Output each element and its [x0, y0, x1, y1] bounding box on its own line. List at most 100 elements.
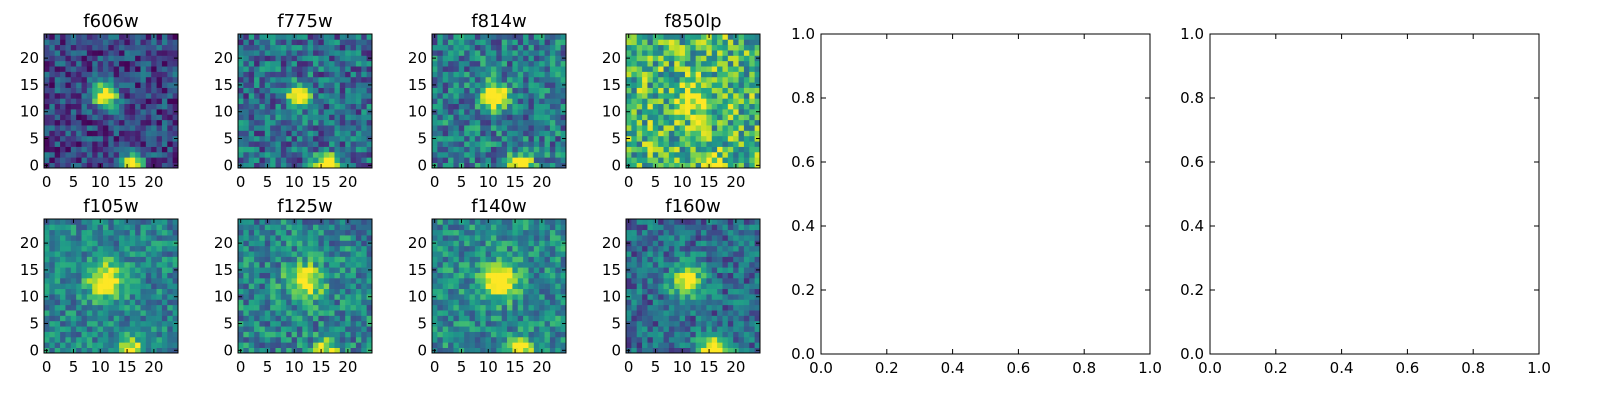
heatmap-cell — [486, 152, 492, 158]
heatmap-cell — [631, 321, 637, 327]
heatmap-cell — [281, 332, 287, 338]
heatmap-cell — [749, 88, 755, 94]
heatmap-cell — [512, 315, 518, 321]
heatmap-cell — [443, 163, 449, 169]
heatmap-cell — [680, 332, 686, 338]
heatmap-cell — [44, 262, 50, 268]
heatmap-cell — [496, 157, 502, 163]
heatmap-cell — [238, 152, 244, 158]
heatmap-cell — [151, 120, 157, 126]
heatmap-cell — [130, 235, 136, 241]
heatmap-cell — [334, 240, 340, 246]
heatmap-cell — [254, 278, 260, 284]
heatmap-cell — [82, 50, 88, 56]
heatmap-cell — [475, 55, 481, 61]
heatmap-cell — [167, 98, 173, 104]
heatmap-cell — [664, 283, 670, 289]
heatmap-cell — [755, 45, 761, 51]
heatmap-cell — [302, 305, 308, 311]
heatmap-cell — [340, 289, 346, 295]
y-tick-label: 5 — [223, 130, 233, 148]
heatmap-cell — [518, 235, 524, 241]
heatmap-cell — [297, 130, 303, 136]
heatmap-cell — [351, 283, 357, 289]
heatmap-cell — [276, 273, 282, 279]
heatmap-cell — [135, 230, 141, 236]
heatmap-cell — [664, 310, 670, 316]
heatmap-cell — [173, 34, 179, 40]
heatmap-cell — [690, 294, 696, 300]
heatmap-cell — [528, 120, 534, 126]
heatmap-cell — [87, 321, 93, 327]
heatmap-cell — [71, 104, 77, 110]
heatmap-cell — [140, 273, 146, 279]
heatmap-cell — [491, 136, 497, 142]
heatmap-cell — [512, 299, 518, 305]
heatmap-cell — [334, 163, 340, 169]
heatmap-cell — [512, 342, 518, 348]
heatmap-cell — [76, 125, 82, 131]
heatmap-cell — [318, 240, 324, 246]
heatmap-cell — [464, 251, 470, 257]
heatmap-cell — [432, 326, 438, 332]
heatmap-cell — [550, 278, 556, 284]
heatmap-cell — [475, 315, 481, 321]
heatmap-cell — [276, 348, 282, 354]
heatmap-cell — [653, 289, 659, 295]
heatmap-cell — [448, 34, 454, 40]
heatmap-cell — [512, 98, 518, 104]
heatmap-cell — [55, 61, 61, 67]
heatmap-cell — [680, 305, 686, 311]
heatmap-cell — [124, 235, 130, 241]
heatmap-cell — [486, 321, 492, 327]
heatmap-cell — [243, 278, 249, 284]
heatmap-cell — [496, 34, 502, 40]
heatmap-cell — [329, 240, 335, 246]
heatmap-cell — [491, 66, 497, 72]
heatmap-cell — [685, 141, 691, 147]
heatmap-cell — [151, 157, 157, 163]
heatmap-cell — [528, 337, 534, 343]
heatmap-cell — [157, 289, 163, 295]
heatmap-cell — [739, 39, 745, 45]
heatmap-cell — [270, 34, 276, 40]
heatmap-cell — [669, 77, 675, 83]
heatmap-cell — [674, 273, 680, 279]
heatmap-cell — [626, 98, 632, 104]
heatmap-cell — [167, 342, 173, 348]
heatmap-cell — [626, 305, 632, 311]
heatmap-cell — [744, 342, 750, 348]
heatmap-cell — [459, 321, 465, 327]
heatmap-cell — [685, 273, 691, 279]
heatmap-cell — [281, 273, 287, 279]
heatmap-cell — [512, 326, 518, 332]
heatmap-cell — [173, 262, 179, 268]
heatmap-cell — [167, 82, 173, 88]
heatmap-cell — [459, 262, 465, 268]
heatmap-cell — [60, 125, 66, 131]
heatmap-cell — [98, 235, 104, 241]
heatmap-cell — [313, 147, 319, 153]
heatmap-cell — [55, 219, 61, 225]
heatmap-cell — [108, 45, 114, 51]
heatmap-cell — [448, 152, 454, 158]
heatmap-cell — [502, 61, 508, 67]
heatmap-cell — [733, 278, 739, 284]
heatmap-cell — [345, 98, 351, 104]
heatmap-cell — [276, 34, 282, 40]
heatmap-cell — [733, 299, 739, 305]
heatmap-cell — [286, 98, 292, 104]
heatmap-cell — [491, 326, 497, 332]
heatmap-cell — [76, 66, 82, 72]
heatmap-cell — [486, 246, 492, 252]
heatmap-cell — [555, 278, 561, 284]
heatmap-cell — [518, 246, 524, 252]
heatmap-cell — [249, 141, 255, 147]
heatmap-cell — [637, 326, 643, 332]
heatmap-cell — [114, 163, 120, 169]
heatmap-cell — [324, 294, 330, 300]
heatmap-cell — [545, 147, 551, 153]
heatmap-cell — [733, 45, 739, 51]
heatmap-cell — [124, 157, 130, 163]
heatmap-cell — [135, 152, 141, 158]
